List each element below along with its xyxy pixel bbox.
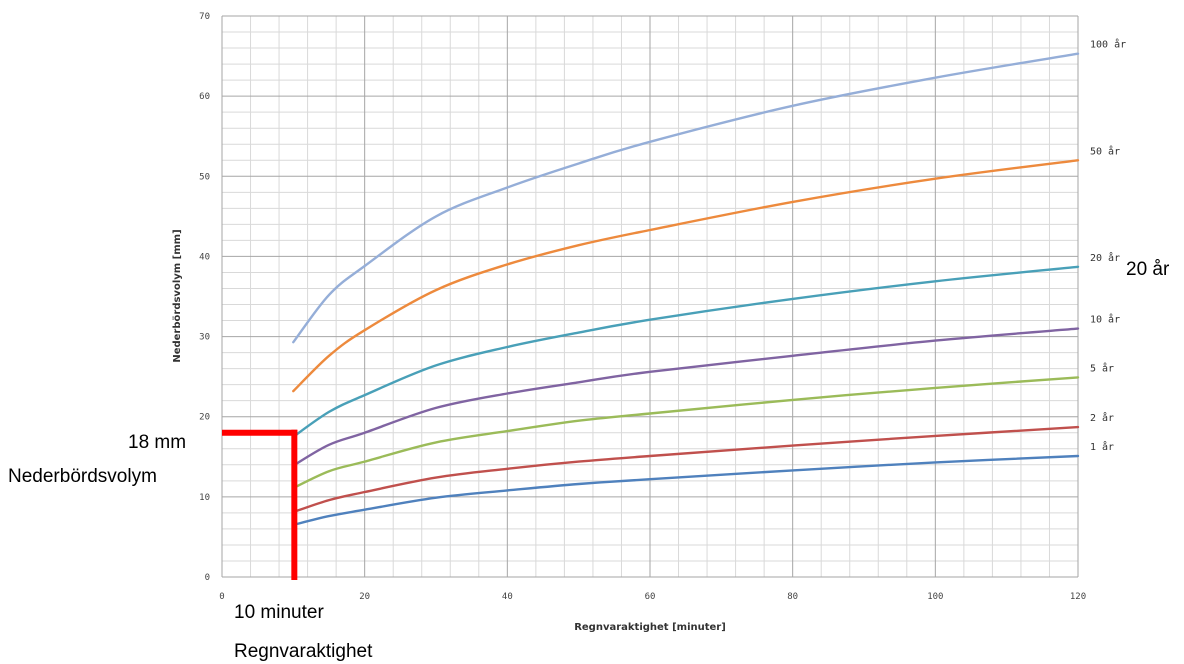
series-label: 5 år xyxy=(1090,361,1114,374)
series-line xyxy=(292,265,1080,438)
x-tick-label: 0 xyxy=(219,592,224,602)
series-label: 1 år xyxy=(1090,440,1114,453)
x-tick-label: 20 xyxy=(359,592,370,602)
x-tick-label: 40 xyxy=(502,592,513,602)
series-line xyxy=(292,52,1080,344)
series-label: 20 år xyxy=(1090,251,1120,264)
series-labels: 100 år 50 år 20 år 10 år 5 år 2 år 1 år xyxy=(1090,38,1126,453)
y-tick-label: 50 xyxy=(199,172,210,182)
x-axis-title: Regnvaraktighet [minuter] xyxy=(574,622,726,633)
x-caption-annotation: Regnvaraktighet xyxy=(234,641,373,662)
y-caption-annotation: Nederbördsvolym xyxy=(8,466,157,487)
y-tick-label: 70 xyxy=(199,12,210,22)
x-tick-label: 120 xyxy=(1070,592,1086,602)
major-gridlines xyxy=(221,15,1079,578)
series-line xyxy=(292,425,1080,514)
y-value-annotation: 18 mm xyxy=(128,432,186,453)
y-tick-label: 40 xyxy=(199,252,210,262)
series-label: 50 år xyxy=(1090,144,1120,157)
annotation-markers xyxy=(222,429,298,580)
series-line xyxy=(292,376,1080,490)
highlight-20ar-annotation: 20 år xyxy=(1126,259,1170,280)
series-line xyxy=(292,159,1080,393)
y-tick-label: 0 xyxy=(205,573,210,583)
x-tick-label: 60 xyxy=(645,592,656,602)
series-line xyxy=(292,327,1080,467)
x-tick-label: 100 xyxy=(927,592,943,602)
y-tick-label: 30 xyxy=(199,333,210,343)
series-label: 100 år xyxy=(1090,38,1126,51)
x-tick-label: 80 xyxy=(787,592,798,602)
tick-labels: 0 20 40 60 80 100 120 0 10 20 30 40 50 60 70 xyxy=(199,12,1086,602)
y-axis-title: Nederbördsvolym [mm] xyxy=(172,229,183,362)
y-tick-label: 10 xyxy=(199,493,210,503)
y-tick-label: 20 xyxy=(199,413,210,423)
series-label: 10 år xyxy=(1090,313,1120,326)
series-line xyxy=(292,454,1080,527)
series-label: 2 år xyxy=(1090,411,1114,424)
x-value-annotation: 10 minuter xyxy=(234,602,324,623)
series-lines xyxy=(292,52,1080,527)
y-tick-label: 60 xyxy=(199,92,210,102)
